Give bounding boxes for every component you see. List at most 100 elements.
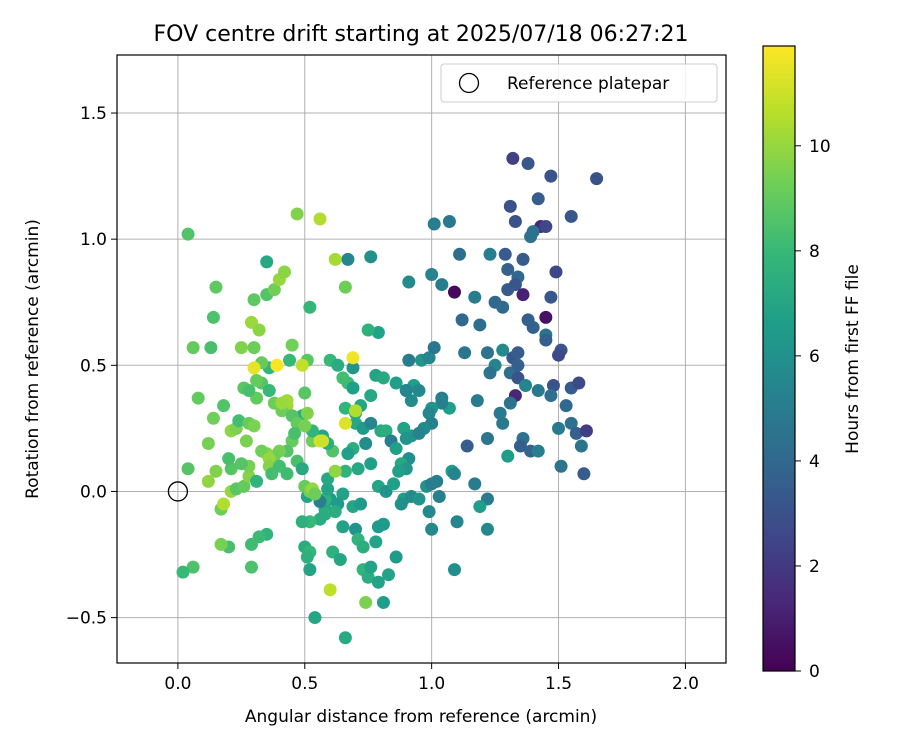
colorbar-label: Hours from first FF file [843, 264, 863, 454]
colorbar-tick-label: 10 [809, 137, 831, 157]
data-point [295, 462, 309, 476]
data-point [341, 447, 355, 461]
data-point [508, 215, 522, 229]
data-point [206, 411, 220, 425]
data-point [201, 474, 215, 488]
data-point [392, 464, 406, 478]
data-point [496, 343, 510, 357]
data-point [364, 250, 378, 264]
data-point [480, 346, 494, 360]
data-point [480, 522, 494, 536]
colorbar-ticks: 0 2 4 6 8 10 [795, 137, 831, 682]
data-point [346, 361, 360, 375]
data-point [247, 341, 261, 355]
data-point [250, 373, 264, 387]
data-point [323, 583, 337, 597]
data-point [501, 262, 515, 276]
data-point [447, 563, 461, 577]
data-point [316, 434, 330, 448]
data-point [295, 515, 309, 529]
data-point [336, 487, 350, 501]
data-point [234, 457, 248, 471]
data-point [496, 300, 510, 314]
data-point [422, 505, 436, 519]
data-point [275, 396, 289, 410]
data-point [371, 575, 385, 589]
data-point [402, 275, 416, 289]
data-point [455, 313, 469, 327]
data-point [186, 341, 200, 355]
data-point [590, 172, 604, 186]
data-point [412, 426, 426, 440]
data-point [277, 265, 291, 279]
data-point [303, 563, 317, 577]
data-point [511, 346, 525, 360]
data-point [389, 442, 403, 456]
data-point [473, 500, 487, 514]
data-point [247, 361, 261, 375]
data-point [404, 394, 418, 408]
data-point [349, 404, 363, 418]
data-point [549, 265, 563, 279]
data-point [288, 426, 302, 440]
data-point [435, 391, 449, 405]
x-axis-label: Angular distance from reference (arcmin) [245, 707, 597, 727]
data-point [376, 517, 390, 531]
data-point [425, 267, 439, 281]
data-point [574, 439, 588, 453]
data-point [513, 439, 527, 453]
colorbar: 0 2 4 6 8 10 Hours from first FF file [762, 45, 863, 682]
data-point [524, 230, 538, 244]
data-point [181, 227, 195, 241]
data-point [186, 560, 200, 574]
data-point [498, 247, 512, 261]
data-point [531, 192, 545, 206]
data-point [209, 280, 223, 294]
data-point [201, 437, 215, 451]
data-point [506, 151, 520, 165]
data-point [308, 487, 322, 501]
grid-lines [117, 55, 726, 663]
data-point [364, 560, 378, 574]
x-axis-ticks: 0.0 0.5 1.0 1.5 2.0 [164, 663, 699, 694]
x-tick-label: 0.5 [291, 674, 318, 694]
data-point [260, 255, 274, 269]
data-point [328, 252, 342, 266]
data-point [346, 351, 360, 365]
data-point [422, 351, 436, 365]
data-point [349, 522, 363, 536]
x-tick-label: 1.5 [545, 674, 572, 694]
data-point [447, 285, 461, 299]
data-point [508, 278, 522, 292]
data-point [242, 384, 256, 398]
data-point [338, 631, 352, 645]
data-point [387, 477, 401, 491]
x-tick-label: 0.0 [164, 674, 191, 694]
data-point [328, 505, 342, 519]
data-point [511, 358, 525, 372]
data-point [247, 419, 261, 433]
data-point [552, 348, 566, 362]
data-point [270, 358, 284, 372]
data-point [204, 341, 218, 355]
data-point [247, 293, 261, 307]
data-point [237, 479, 251, 493]
data-point [539, 333, 553, 347]
data-point [554, 459, 568, 473]
data-point [579, 424, 593, 438]
data-point [338, 464, 352, 478]
data-point [224, 462, 238, 476]
data-point [298, 419, 312, 433]
data-point [300, 406, 314, 420]
data-point [359, 595, 373, 609]
data-point [371, 326, 385, 340]
data-point [427, 217, 441, 231]
data-point [364, 389, 378, 403]
data-point [453, 247, 467, 261]
data-point [364, 416, 378, 430]
data-point [470, 394, 484, 408]
data-point [346, 381, 360, 395]
data-point [356, 540, 370, 554]
data-point [399, 431, 413, 445]
